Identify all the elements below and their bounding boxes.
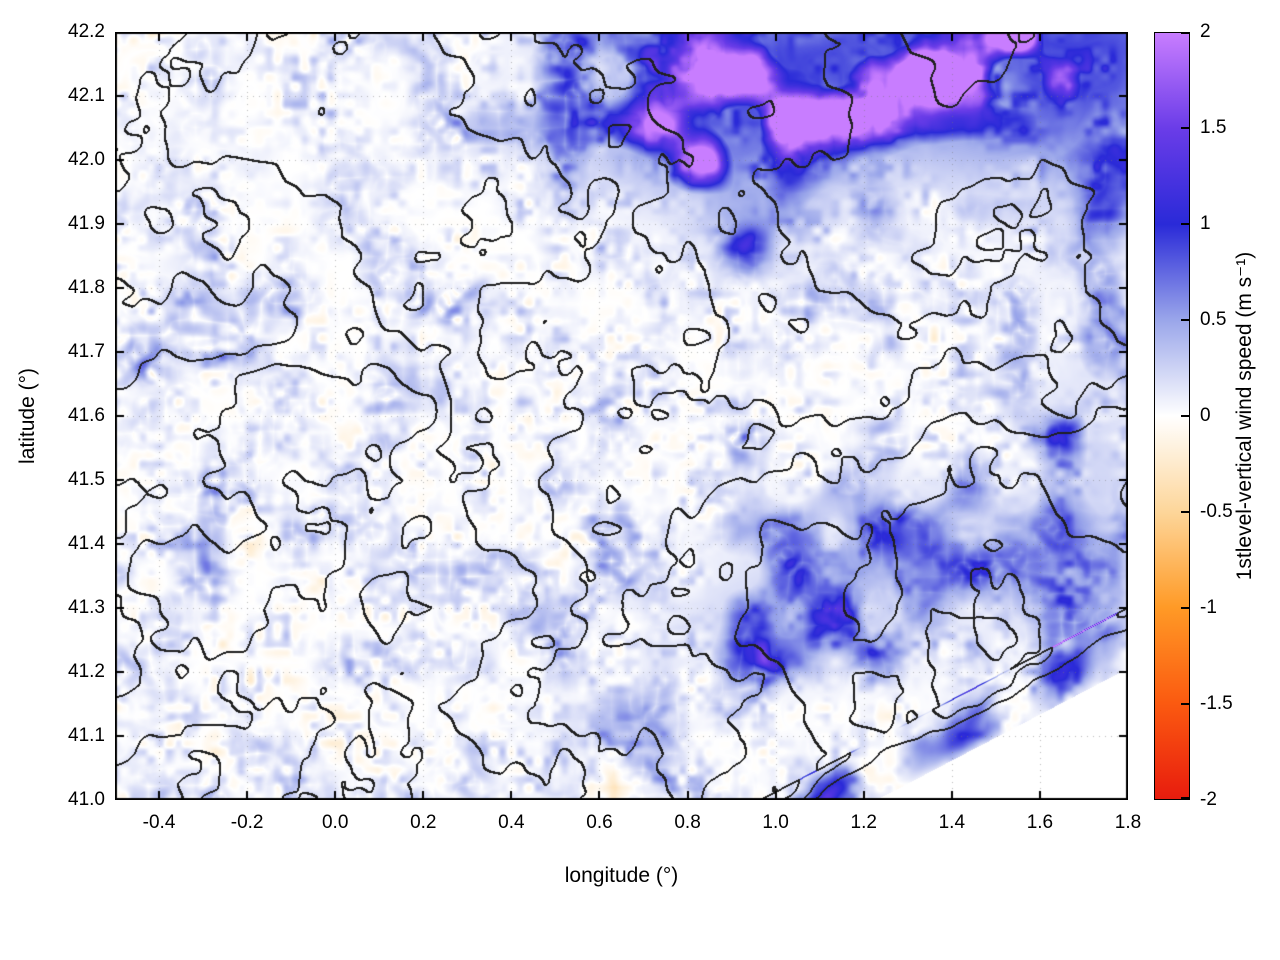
colorbar-tick-label: -1 <box>1200 597 1217 618</box>
x-tick-label: 1.6 <box>1026 812 1054 833</box>
y-tick-label: 41.0 <box>68 789 105 810</box>
colorbar-tick-label: 1 <box>1200 213 1211 234</box>
y-tick-label: 41.3 <box>68 597 105 618</box>
colorbar-tick <box>1181 607 1189 609</box>
x-tick-label: 1.8 <box>1114 812 1142 833</box>
y-tick-label: 41.6 <box>68 405 105 426</box>
colorbar-tick-label: 0.5 <box>1200 309 1227 330</box>
colorbar-tick <box>1181 703 1189 705</box>
x-tick-label: 0.0 <box>321 812 349 833</box>
y-tick-label: 41.1 <box>68 725 105 746</box>
y-tick-label: 42.2 <box>68 21 105 42</box>
x-axis-label: longitude (°) <box>564 864 679 887</box>
x-tick-label: 0.2 <box>410 812 437 833</box>
colorbar-tick <box>1181 319 1189 321</box>
colorbar-tick <box>1181 32 1189 34</box>
x-tick-label: -0.4 <box>142 812 176 833</box>
x-tick-label: 1.4 <box>938 812 966 833</box>
colorbar-label: 1stlevel-vertical wind speed (m s⁻¹) <box>1233 251 1256 581</box>
y-tick-label: 41.2 <box>68 661 105 682</box>
y-tick-label: 42.1 <box>68 85 105 106</box>
y-tick-label: 42.0 <box>68 149 105 170</box>
x-tick-label: 1.0 <box>762 812 789 833</box>
x-tick-label: 0.4 <box>498 812 525 833</box>
colorbar-tick-label: 0 <box>1200 405 1211 426</box>
colorbar-tick-label: -2 <box>1200 789 1217 810</box>
x-tick-labels: -0.4 -0.2 0.0 0.2 0.4 0.6 0.8 1.0 1.2 1.4 1.6 1.8 <box>0 812 1280 838</box>
colorbar-tick-label: 1.5 <box>1200 117 1227 138</box>
x-tick-label: 0.8 <box>674 812 701 833</box>
x-tick-label: 1.2 <box>850 812 877 833</box>
colorbar-tick <box>1181 797 1189 799</box>
heatmap-canvas <box>115 32 1128 800</box>
x-tick-label: -0.2 <box>230 812 264 833</box>
colorbar-tick-label: -1.5 <box>1200 693 1233 714</box>
colorbar-tick-label: -0.5 <box>1200 501 1233 522</box>
y-tick-label: 41.4 <box>68 533 105 554</box>
colorbar-tick-label: 2 <box>1200 21 1211 42</box>
colorbar-tick <box>1181 223 1189 225</box>
colorbar-tick <box>1181 127 1189 129</box>
colorbar-tick <box>1181 511 1189 513</box>
y-tick-label: 41.7 <box>68 341 105 362</box>
y-axis-label: latitude (°) <box>16 368 39 464</box>
x-tick-label: 0.6 <box>586 812 613 833</box>
y-tick-label: 41.5 <box>68 469 105 490</box>
y-tick-label: 41.9 <box>68 213 105 234</box>
colorbar-tick <box>1181 415 1189 417</box>
y-tick-label: 41.8 <box>68 277 105 298</box>
